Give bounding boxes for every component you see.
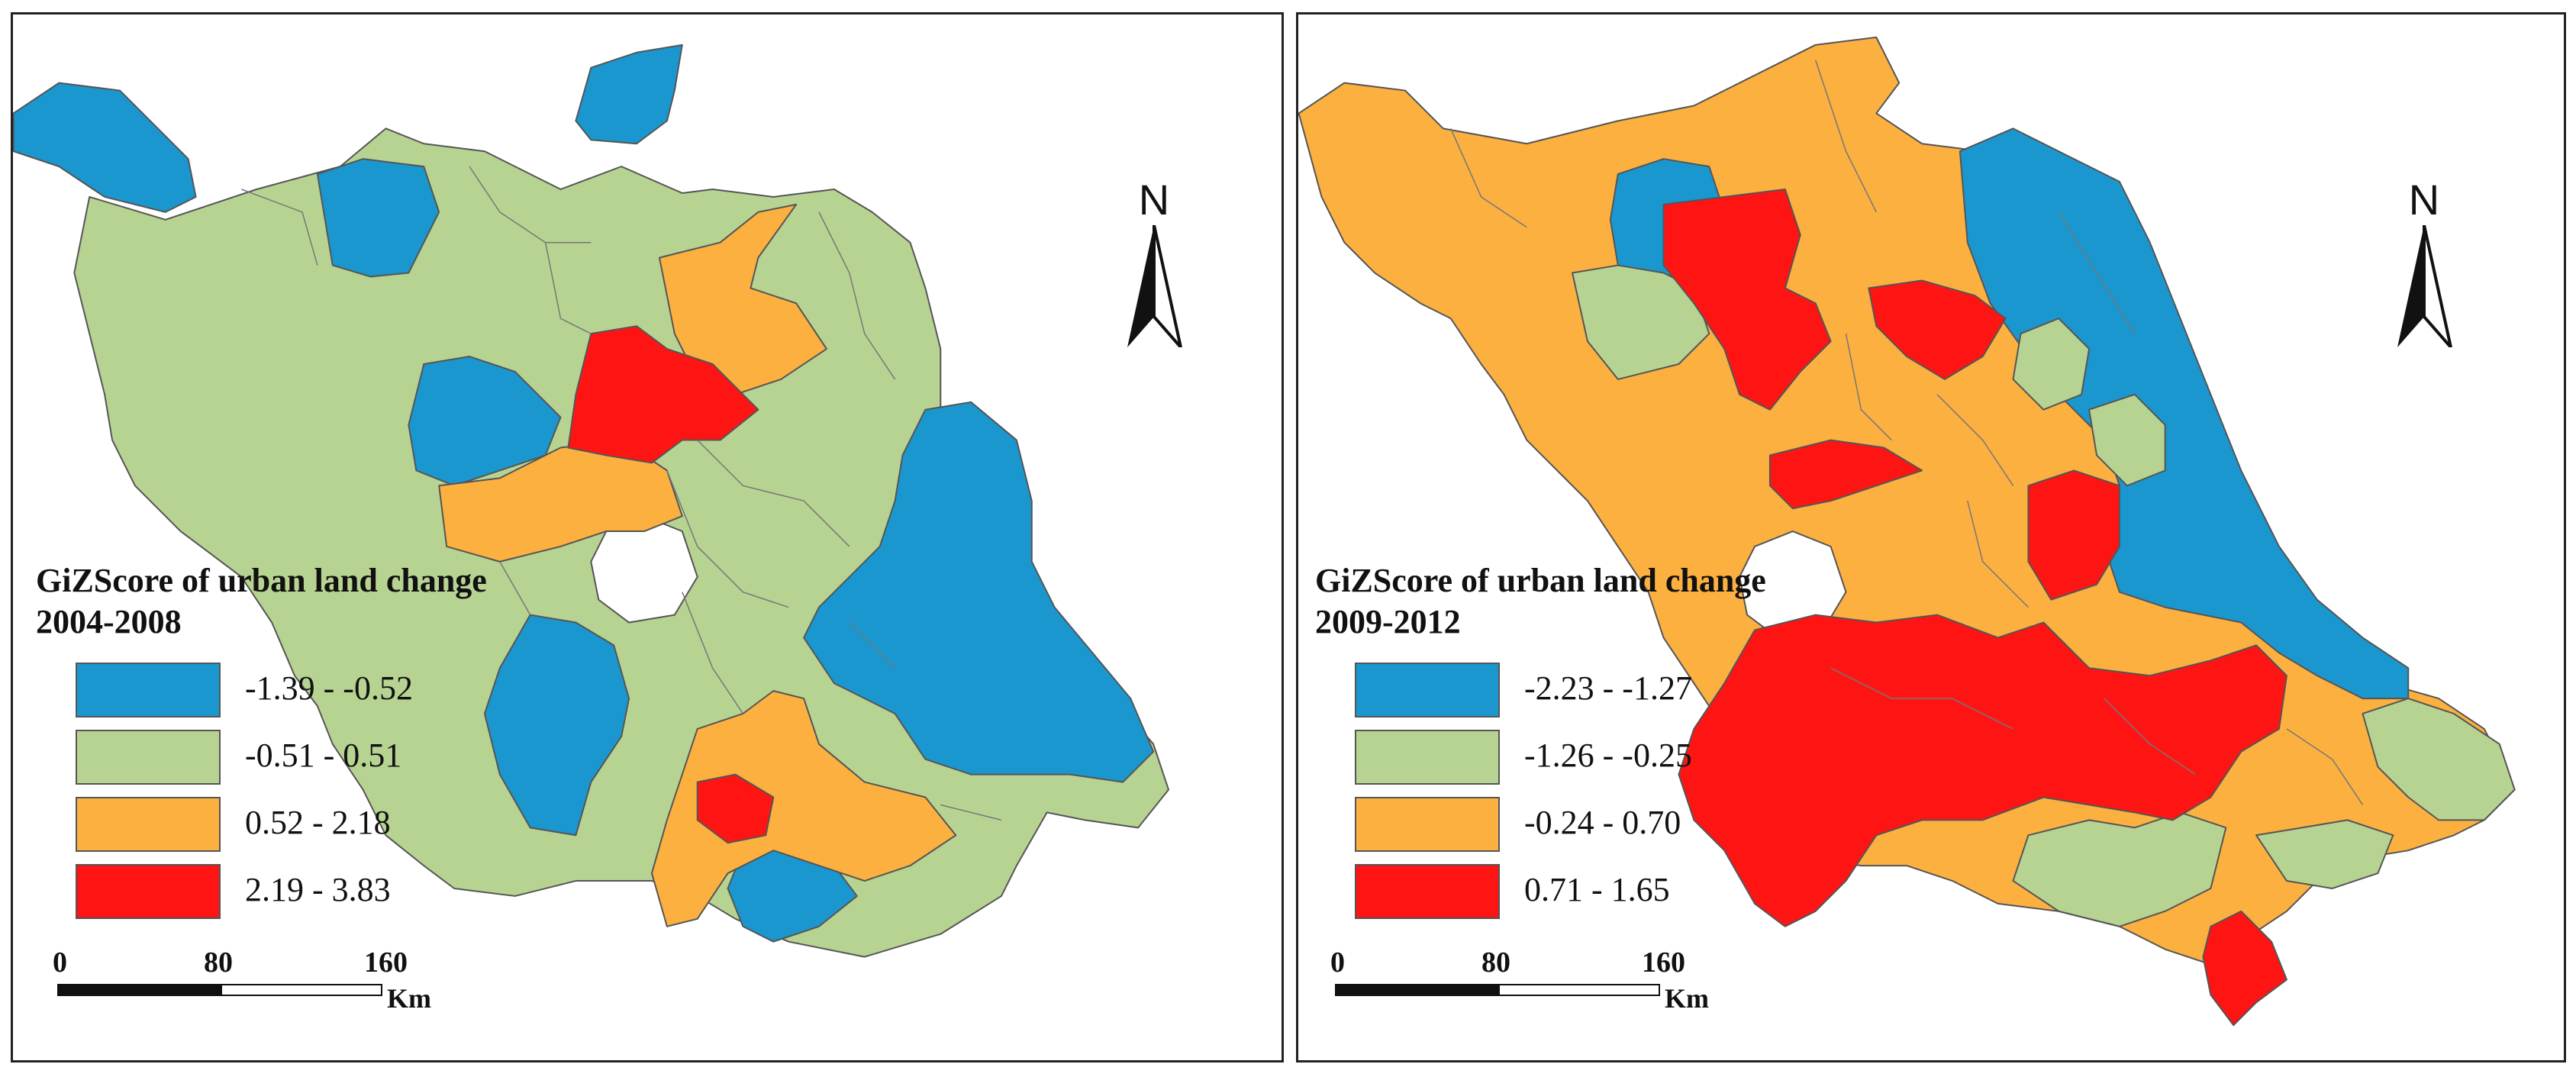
legend-item: 0.71 - 1.65: [1315, 858, 1766, 925]
region-red-south: [1678, 614, 2287, 927]
scale-tick-160: 160: [1642, 946, 1685, 979]
region-nw-blue: [13, 82, 197, 213]
legend-swatch: [76, 730, 221, 785]
legend-title: GiZScore of urban land change: [1315, 562, 1766, 599]
choropleth-map-2004-2008: [13, 44, 1170, 958]
scale-segment-white: [221, 984, 382, 996]
scale-segment-black: [1335, 984, 1500, 996]
legend-item: 0.52 - 2.18: [36, 791, 487, 858]
north-label: N: [2408, 176, 2440, 224]
region-n2-blue: [316, 158, 440, 278]
legend-label: -1.39 - -0.52: [245, 669, 413, 707]
legend-label: 0.52 - 2.18: [245, 804, 391, 841]
region-red-center: [567, 325, 759, 464]
scale-tick-0: 0: [1330, 946, 1345, 979]
region-orange-west: [438, 439, 683, 563]
legend-label: 2.19 - 3.83: [245, 871, 391, 908]
legend-item: -0.51 - 0.51: [36, 724, 487, 791]
legend-swatch: [1355, 797, 1500, 852]
region-red-w: [1768, 439, 1923, 510]
region-red-far-south: [2202, 910, 2287, 1027]
legend-label: -1.26 - -0.25: [1524, 737, 1692, 774]
legend-item: 2.19 - 3.83: [36, 858, 487, 925]
legend-item: -1.39 - -0.52: [36, 656, 487, 724]
legend-swatch: [76, 663, 221, 717]
north-arrow-icon: [2397, 225, 2452, 347]
legend-swatch: [1355, 864, 1500, 919]
north-label: N: [1138, 176, 1170, 224]
legend-item: -2.23 - -1.27: [1315, 656, 1766, 724]
legend-period: 2009-2012: [1315, 603, 1461, 640]
region-green-mid: [2012, 318, 2091, 411]
scale-tick-80: 80: [1481, 946, 1510, 979]
county-boundaries: [1450, 60, 2364, 805]
map-panel-2004-2008: N GiZScore of urban land change 2004-200…: [11, 12, 1284, 1062]
region-green-s2: [2255, 819, 2394, 889]
north-arrow-icon: [1127, 225, 1182, 347]
region-east-blue: [1959, 127, 2410, 700]
region-red-mid: [2027, 469, 2120, 601]
region-orange-south: [650, 690, 957, 927]
legend-item: -1.26 - -0.25: [1315, 724, 1766, 791]
legend-period: 2004-2008: [36, 603, 182, 640]
region-sw-blue: [483, 614, 630, 837]
scale-tick-0: 0: [53, 946, 67, 979]
region-green-s: [2012, 811, 2227, 927]
legend-title: GiZScore of urban land change: [36, 562, 487, 599]
region-west-blue: [408, 356, 562, 487]
legend-swatch: [76, 797, 221, 852]
legend-swatch: [1355, 730, 1500, 785]
north-arrow: N: [2390, 175, 2458, 350]
scale-unit: Km: [387, 983, 431, 1014]
legend-label: -0.51 - 0.51: [245, 737, 402, 774]
scale-bar: 0 80 160 Km: [44, 946, 471, 1014]
region-red-n: [1868, 279, 2007, 380]
county-boundaries: [241, 166, 1002, 821]
region-east-blue: [803, 401, 1155, 783]
scale-unit: Km: [1665, 983, 1709, 1014]
scale-segment-white: [1498, 984, 1660, 996]
legend-swatch: [76, 864, 221, 919]
legend: GiZScore of urban land change 2004-2008 …: [36, 560, 487, 925]
legend-label: 0.71 - 1.65: [1524, 871, 1670, 908]
scale-tick-160: 160: [364, 946, 408, 979]
region-green-se: [2362, 698, 2516, 821]
region-green-e: [2088, 393, 2166, 487]
choropleth-map-2009-2012: [1298, 36, 2516, 1027]
scale-tick-80: 80: [204, 946, 233, 979]
region-green-west: [1572, 264, 1710, 380]
region-red-south: [696, 773, 775, 844]
legend-swatch: [1355, 663, 1500, 717]
legend-item: -0.24 - 0.70: [1315, 791, 1766, 858]
region-red-nw: [1662, 189, 1832, 411]
scale-bar: 0 80 160 Km: [1321, 946, 1749, 1014]
scale-segment-black: [57, 984, 222, 996]
region-north-blue: [575, 44, 683, 145]
map-panel-2009-2012: N GiZScore of urban land change 2009-201…: [1296, 12, 2566, 1062]
legend-label: -0.24 - 0.70: [1524, 804, 1681, 841]
legend: GiZScore of urban land change 2009-2012 …: [1315, 560, 1766, 925]
north-arrow: N: [1120, 175, 1188, 350]
legend-label: -2.23 - -1.27: [1524, 669, 1692, 707]
